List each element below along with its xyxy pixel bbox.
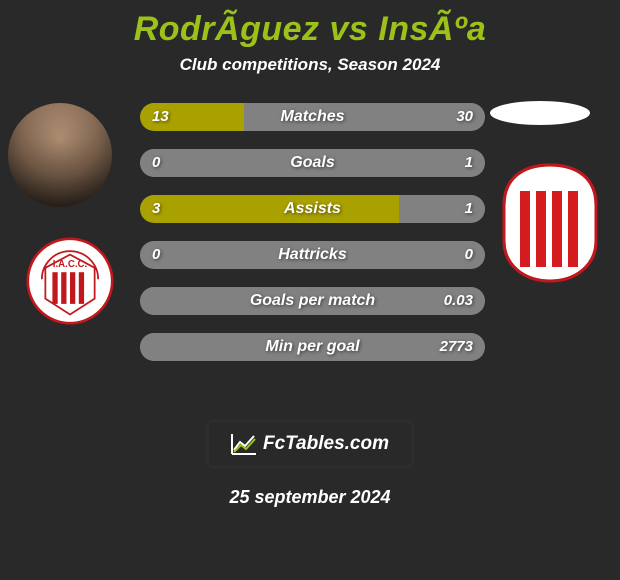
stat-value-right: 30 [456, 103, 473, 131]
stat-value-left: 13 [152, 103, 169, 131]
stat-row: Matches13 30 [140, 103, 485, 131]
stat-label: Goals per match [140, 287, 485, 315]
stat-label: Matches [140, 103, 485, 131]
comparison-stage: I.A.C.C. Matches1330Goals01Assists31Hatt… [0, 103, 620, 403]
source-badge: FcTables.com [205, 419, 415, 469]
page-subtitle: Club competitions, Season 2024 [0, 55, 620, 103]
stat-value-right: 1 [465, 195, 473, 223]
stat-label: Goals [140, 149, 485, 177]
player-right-avatar [490, 101, 590, 125]
stat-row: Goals0 1 [140, 149, 485, 177]
stat-bars: Matches1330Goals01Assists31Hattricks00Go… [140, 103, 485, 379]
club-left-crest: I.A.C.C. [26, 237, 114, 325]
stat-label: Hattricks [140, 241, 485, 269]
chart-icon [231, 433, 257, 455]
page-title: RodrÃ­guez vs InsÃºa [0, 0, 620, 55]
stat-label: Min per goal [140, 333, 485, 361]
stat-row: Goals per match0.03 [140, 287, 485, 315]
club-right-crest [500, 163, 600, 283]
stat-value-right: 0.03 [444, 287, 473, 315]
stat-row: Min per goal2773 [140, 333, 485, 361]
player-left-avatar [8, 103, 112, 207]
crest-left-text: I.A.C.C. [53, 259, 88, 270]
source-badge-text: FcTables.com [263, 433, 389, 455]
snapshot-date: 25 september 2024 [0, 487, 620, 508]
stat-value-right: 1 [465, 149, 473, 177]
stat-value-right: 0 [465, 241, 473, 269]
stat-value-left: 0 [152, 149, 160, 177]
stat-label: Assists [140, 195, 485, 223]
stat-value-left: 0 [152, 241, 160, 269]
stat-row: Hattricks0 0 [140, 241, 485, 269]
stat-value-left: 3 [152, 195, 160, 223]
stat-row: Assists3 1 [140, 195, 485, 223]
stat-value-right: 2773 [440, 333, 473, 361]
